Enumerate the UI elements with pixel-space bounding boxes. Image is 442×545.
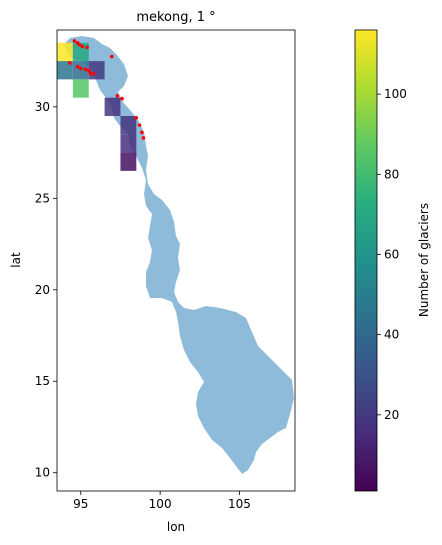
glacier-point bbox=[77, 42, 82, 47]
glacier-cell bbox=[120, 134, 137, 153]
x-axis-label: lon bbox=[167, 520, 185, 534]
y-axis-label: lat bbox=[9, 252, 23, 268]
glacier-point bbox=[140, 130, 144, 135]
glacier-point bbox=[134, 116, 139, 120]
glacier-point bbox=[141, 136, 146, 140]
glacier-cell bbox=[72, 79, 89, 98]
y-tick-label: 15 bbox=[35, 374, 50, 388]
y-tick-label: 25 bbox=[35, 191, 50, 205]
map-title: mekong, 1 ° bbox=[136, 10, 215, 25]
glacier-point bbox=[137, 123, 142, 127]
colorbar-tick-label: 60 bbox=[384, 247, 399, 261]
colorbar-label: Number of glaciers bbox=[417, 203, 431, 317]
colorbar-tick-label: 100 bbox=[384, 87, 407, 101]
x-tick-label: 105 bbox=[228, 497, 251, 511]
glacier-cell bbox=[57, 42, 73, 62]
glacier-point bbox=[109, 54, 114, 59]
colorbar-ticks: 20 40 60 80 100 bbox=[377, 87, 407, 422]
glacier-cell bbox=[88, 61, 105, 80]
glacier-point bbox=[85, 45, 89, 50]
glacier-cell bbox=[120, 152, 137, 171]
y-tick-label: 20 bbox=[35, 283, 50, 297]
glacier-point bbox=[120, 96, 124, 101]
glacier-cell bbox=[57, 61, 73, 80]
plot-frame bbox=[56, 29, 296, 492]
colorbar bbox=[354, 29, 378, 492]
y-axis: 10 15 20 25 30 bbox=[35, 100, 57, 480]
glacier-point bbox=[86, 68, 91, 73]
glacier-point bbox=[88, 71, 93, 75]
x-tick-label: 100 bbox=[149, 497, 172, 511]
glacier-points bbox=[67, 39, 146, 140]
x-axis: 95 100 105 bbox=[73, 491, 251, 511]
mekong-basin-shape bbox=[64, 36, 294, 474]
glacier-point bbox=[80, 44, 85, 49]
glacier-point bbox=[72, 39, 77, 43]
y-tick-label: 10 bbox=[35, 466, 50, 480]
glacier-point bbox=[79, 66, 83, 71]
glacier-point bbox=[91, 72, 96, 76]
glacier-point bbox=[75, 64, 80, 69]
glacier-point bbox=[115, 94, 120, 98]
glacier-point bbox=[67, 61, 72, 65]
x-tick-label: 95 bbox=[73, 497, 88, 511]
glacier-cell bbox=[72, 42, 89, 62]
glacier-cell bbox=[120, 115, 137, 135]
colorbar-tick-label: 80 bbox=[384, 167, 399, 181]
colorbar-tick-label: 40 bbox=[384, 328, 399, 342]
y-tick-label: 30 bbox=[35, 100, 50, 114]
glacier-point bbox=[83, 67, 88, 72]
colorbar-tick-label: 20 bbox=[384, 408, 399, 422]
map-area bbox=[57, 36, 294, 474]
glacier-cell bbox=[104, 97, 121, 116]
